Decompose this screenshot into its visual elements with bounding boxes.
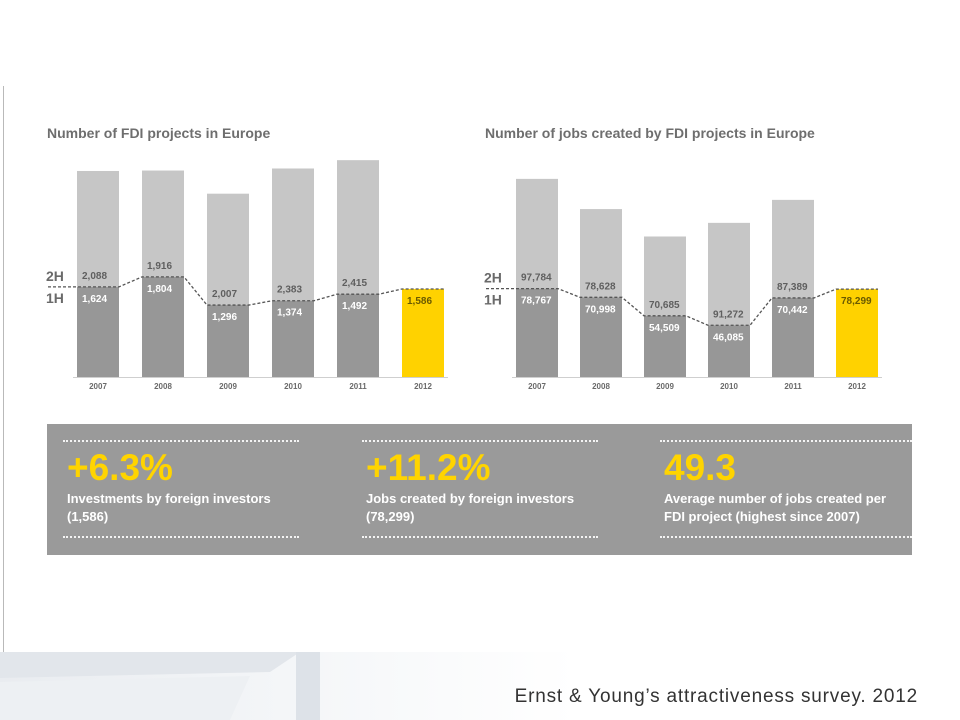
bar-2h-2008: [142, 170, 184, 277]
tick-label-2011: 2011: [784, 382, 802, 391]
dotted-divider: [63, 536, 299, 538]
stats-panel: +6.3% Investments by foreign investors (…: [47, 424, 912, 555]
data-label-2h-2008: 1,916: [147, 261, 172, 272]
half-divider-line: [48, 276, 444, 306]
bar-1h-2011: [337, 294, 379, 377]
stat-line: Jobs created by foreign investors: [366, 491, 575, 506]
tick-label-2011: 2011: [349, 382, 367, 391]
data-label-1h-2009: 54,509: [649, 323, 680, 334]
data-label-1h-2012: 1,586: [407, 296, 432, 307]
bar-1h-2009: [207, 305, 249, 377]
data-label-2h-2007: 97,784: [521, 273, 552, 284]
data-label-2h-2011: 2,415: [342, 278, 367, 289]
half-divider-line: [486, 287, 878, 326]
dotted-divider: [660, 536, 912, 538]
series-label-1h: 1H: [46, 290, 64, 306]
source-credit: Ernst & Young’s attractiveness survey. 2…: [514, 686, 918, 707]
chart-1-title: Number of FDI projects in Europe: [47, 125, 271, 141]
data-label-2h-2010: 91,272: [713, 309, 744, 320]
bar-1h-2011: [772, 297, 814, 377]
stat-description: Investments by foreign investors (1,586): [67, 490, 303, 526]
data-label-1h-2010: 46,085: [713, 332, 744, 343]
data-label-1h-2011: 70,442: [777, 305, 808, 316]
data-label-1h-2008: 70,998: [585, 304, 616, 315]
chart-2-title: Number of jobs created by FDI projects i…: [485, 125, 815, 141]
bar-2h-2009: [644, 236, 686, 316]
tick-label-2007: 2007: [528, 382, 546, 391]
dotted-divider: [362, 536, 598, 538]
data-label-1h-2012: 78,299: [841, 296, 872, 307]
bar-2h-2007: [516, 178, 558, 289]
bar-2h-2011: [337, 160, 379, 295]
tick-label-2010: 2010: [284, 382, 302, 391]
bar-1h-2007: [77, 286, 119, 377]
background-decoration: [0, 652, 320, 720]
dotted-divider: [660, 440, 912, 442]
tick-label-2009: 2009: [656, 382, 674, 391]
data-label-2h-2009: 70,685: [649, 300, 680, 311]
bar-2h-2008: [580, 209, 622, 298]
series-label-2h: 2H: [46, 268, 64, 284]
data-label-1h-2007: 78,767: [521, 296, 552, 307]
data-label-2h-2011: 87,389: [777, 282, 808, 293]
data-label-1h-2008: 1,804: [147, 284, 172, 295]
stat-value: +6.3%: [67, 447, 173, 488]
bar-1h-2008: [142, 276, 184, 377]
tick-label-2008: 2008: [154, 382, 172, 391]
bar-2h-2010: [272, 168, 314, 301]
bar-1h-2009: [644, 315, 686, 377]
data-label-1h-2009: 1,296: [212, 312, 237, 323]
stat-value: +11.2%: [366, 447, 491, 488]
tick-label-2007: 2007: [89, 382, 107, 391]
stat-line: Average number of jobs created per: [664, 491, 887, 506]
data-label-1h-2010: 1,374: [277, 308, 302, 319]
stat-line: (78,299): [366, 509, 415, 524]
tick-label-2010: 2010: [720, 382, 738, 391]
jobs-created-chart: 2H 1H 97,784 78,767 2007 78,628 70,998 2008 70,6…: [484, 178, 882, 391]
stat-line: (1,586): [67, 509, 109, 524]
series-label-1h: 1H: [484, 292, 502, 308]
tick-label-2008: 2008: [592, 382, 610, 391]
data-label-2h-2009: 2,007: [212, 289, 237, 300]
stat-investments: +6.3% Investments by foreign investors (…: [63, 440, 299, 540]
bar-1h-2010: [708, 325, 750, 377]
stat-line: FDI project (highest since 2007): [664, 509, 860, 524]
stat-description: Jobs created by foreign investors (78,29…: [366, 490, 602, 526]
stat-description: Average number of jobs created per FDI p…: [664, 490, 900, 526]
stat-value: 49.3: [664, 447, 737, 488]
bar-2h-2009: [207, 193, 249, 306]
tick-label-2009: 2009: [219, 382, 237, 391]
dotted-divider: [63, 440, 299, 442]
bar-2h-2010: [708, 222, 750, 326]
data-label-2h-2010: 2,383: [277, 285, 302, 296]
data-label-2h-2008: 78,628: [585, 281, 616, 292]
tick-label-2012: 2012: [414, 382, 432, 391]
tick-label-2012: 2012: [848, 382, 866, 391]
stat-line: Investments by foreign investors: [67, 491, 271, 506]
bar-1h-2010: [272, 300, 314, 377]
series-label-2h: 2H: [484, 270, 502, 286]
data-label-1h-2007: 1,624: [82, 294, 107, 305]
bar-1h-2008: [580, 297, 622, 377]
fdi-projects-chart: 2H 1H 2,088 1,624 2007 1,916 1,804 2008 2,007 1,2…: [46, 160, 448, 391]
bar-1h-2012: [402, 288, 444, 377]
bar-1h-2012: [836, 289, 878, 377]
bar-1h-2007: [516, 288, 558, 377]
stat-jobs: +11.2% Jobs created by foreign investors…: [362, 440, 598, 540]
dotted-divider: [362, 440, 598, 442]
data-label-1h-2011: 1,492: [342, 301, 367, 312]
data-label-2h-2007: 2,088: [82, 271, 107, 282]
bar-2h-2007: [77, 170, 119, 287]
bar-2h-2011: [772, 199, 814, 298]
stat-average: 49.3 Average number of jobs created per …: [660, 440, 912, 540]
